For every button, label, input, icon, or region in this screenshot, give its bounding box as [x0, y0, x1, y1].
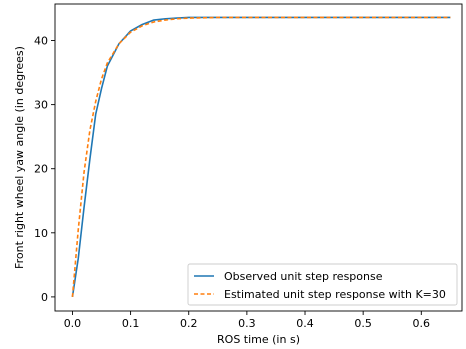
legend: Observed unit step response Estimated un… [187, 263, 458, 306]
legend-frame [187, 263, 458, 306]
x-tick-label: 0.6 [413, 317, 431, 330]
legend-label-estimated: Estimated unit step response with K=30 [224, 288, 446, 301]
y-axis-label: Front right wheel yaw angle (in degrees) [13, 46, 26, 269]
x-axis: 0.0 0.1 0.2 0.3 0.4 0.5 0.6 [64, 311, 430, 330]
plot-frame [54, 3, 463, 312]
series-line-1 [71, 16, 451, 297]
y-tick-label: 10 [34, 227, 48, 240]
x-tick-label: 0.1 [122, 317, 140, 330]
y-tick-label: 40 [34, 35, 48, 48]
x-axis-label: ROS time (in s) [217, 333, 300, 346]
y-tick-label: 0 [41, 291, 48, 304]
y-axis: 0 10 20 30 40 [34, 35, 55, 304]
legend-label-observed: Observed unit step response [224, 270, 383, 283]
x-tick-label: 0.3 [238, 317, 256, 330]
y-tick-label: 30 [34, 99, 48, 112]
y-tick-label: 20 [34, 163, 48, 176]
x-tick-label: 0.5 [354, 317, 372, 330]
x-tick-label: 0.0 [64, 317, 82, 330]
series-layer [71, 16, 451, 298]
x-tick-label: 0.2 [180, 317, 198, 330]
x-tick-label: 0.4 [296, 317, 314, 330]
